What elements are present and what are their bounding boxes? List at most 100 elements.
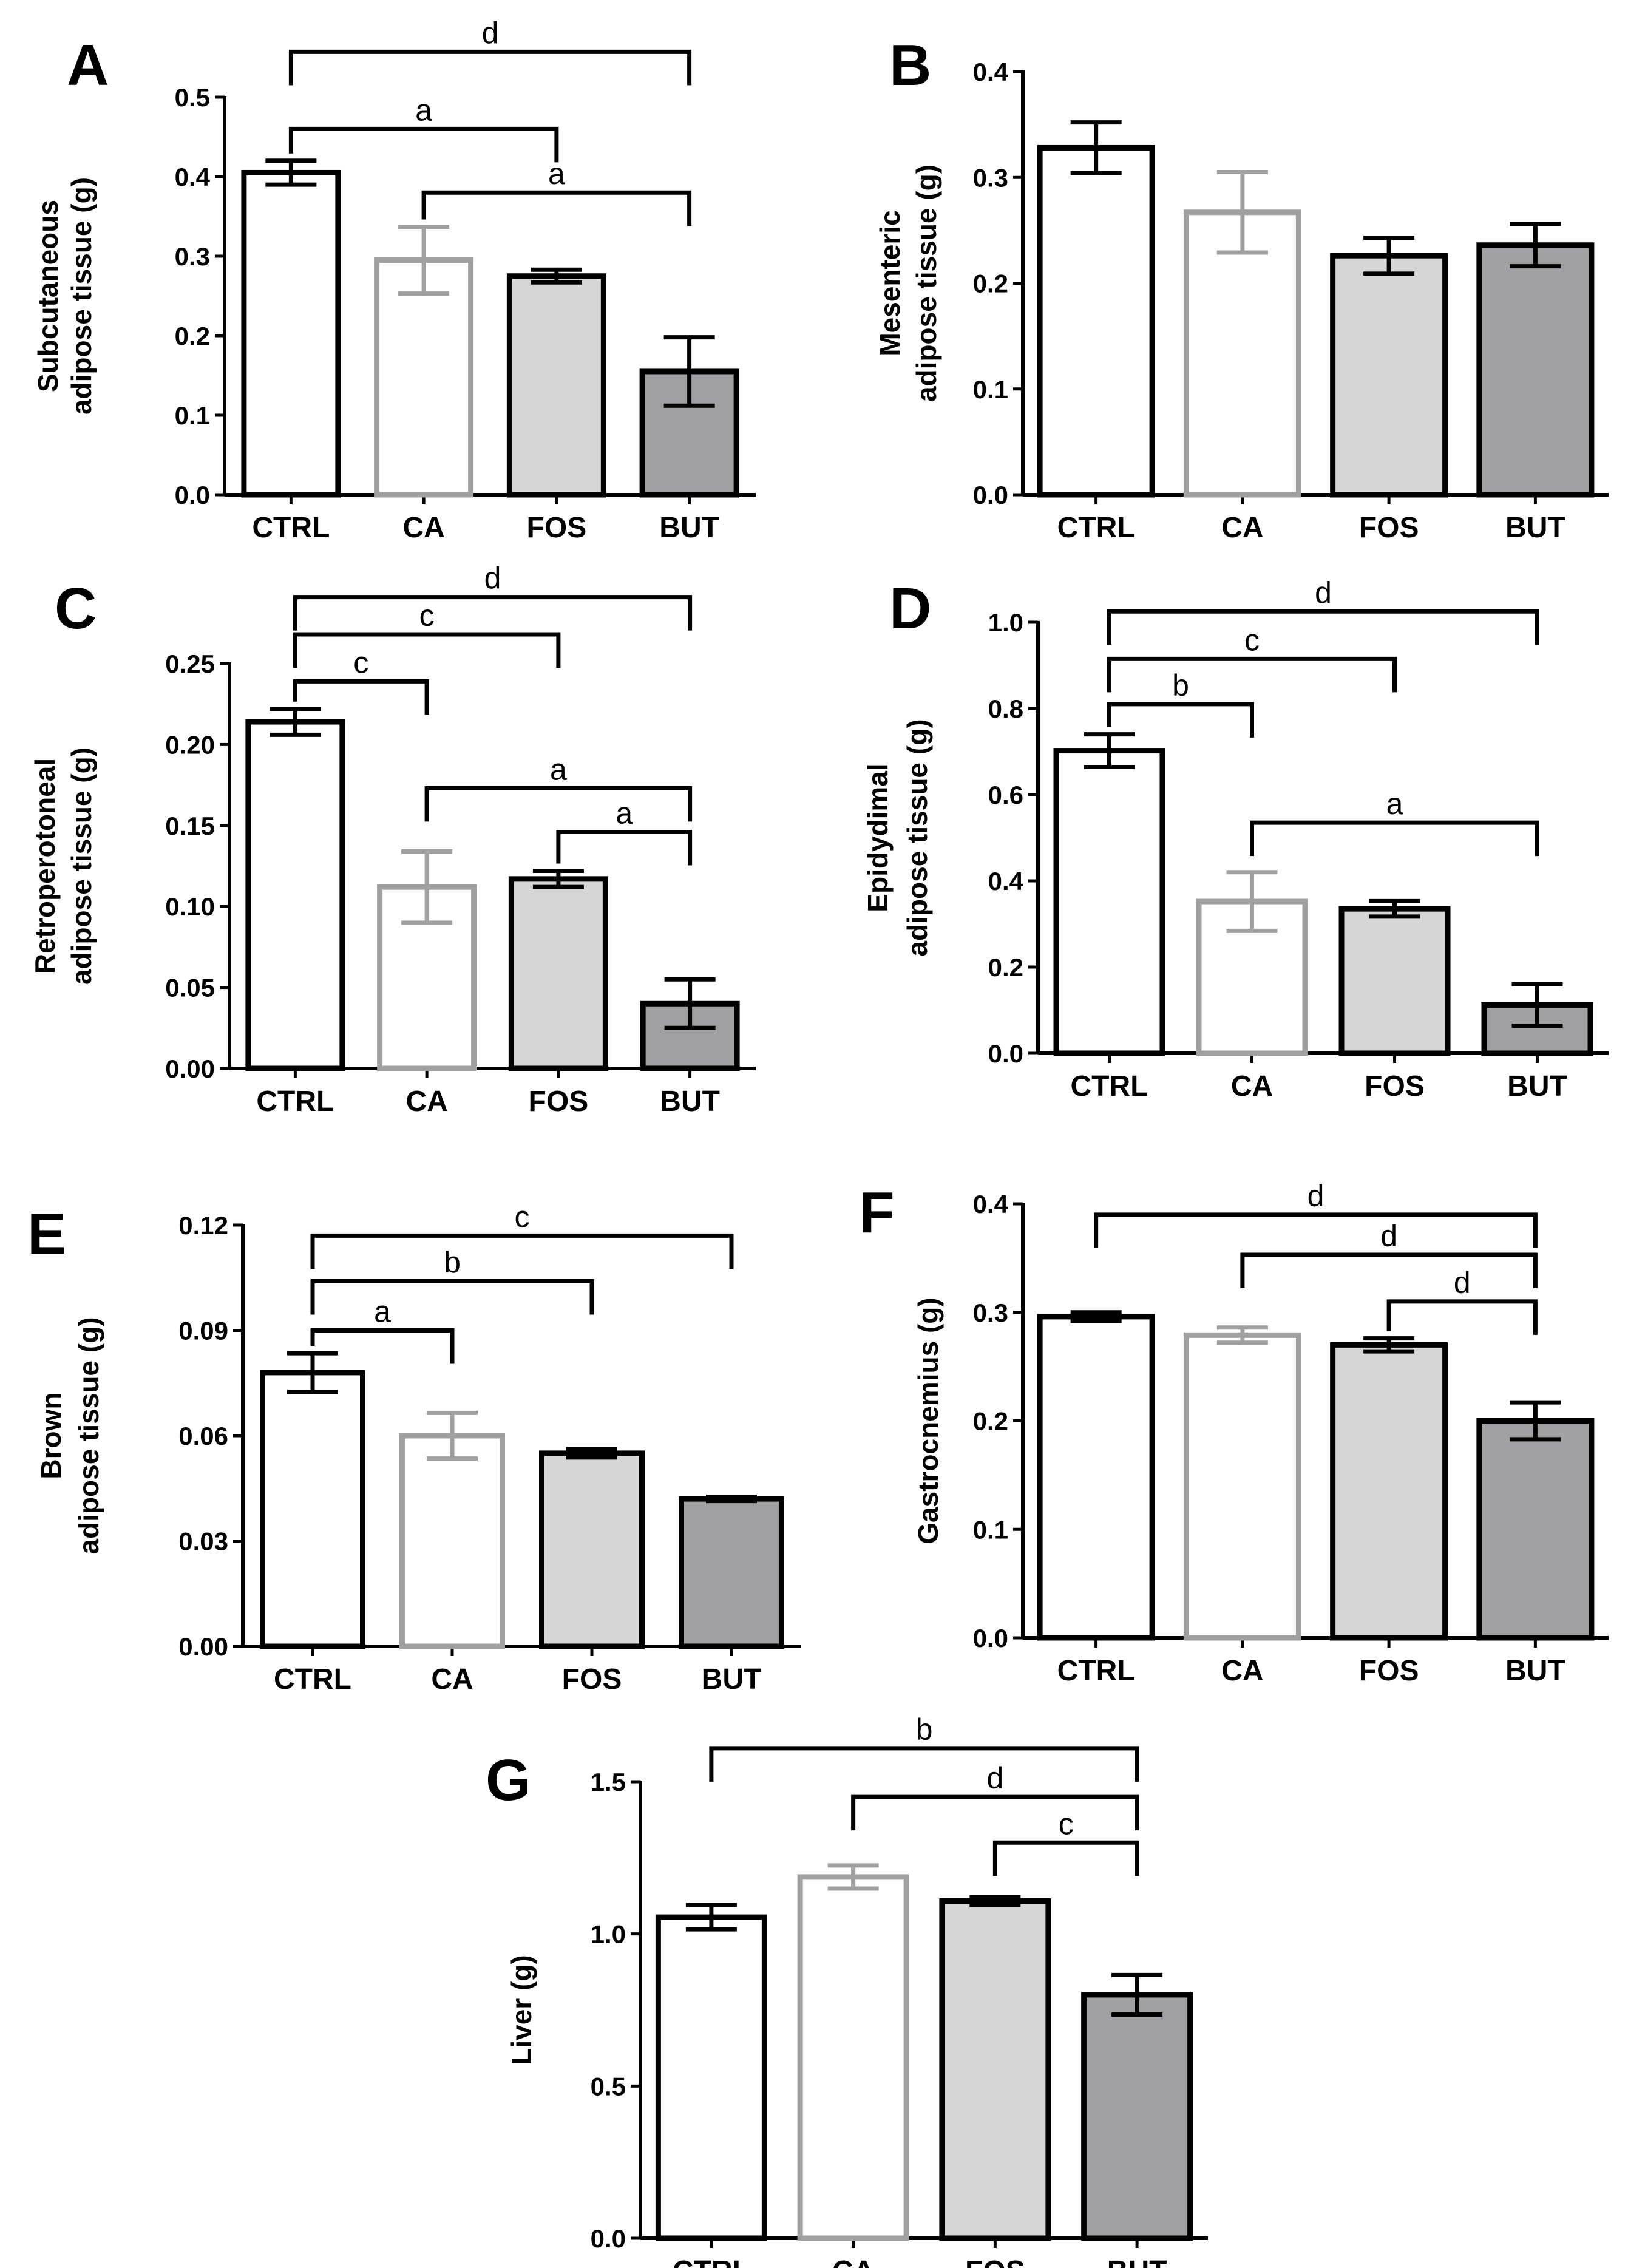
significance-bracket	[293, 595, 693, 631]
significance-label: b	[444, 1246, 461, 1280]
significance-bracket	[1386, 1299, 1538, 1335]
panel-d: D 0.0 0.2 0.4 0.6 0.8 1.0 CTRL CA FOS BUT Epidydima…	[862, 575, 1609, 1102]
y-tick-label: 0.2	[973, 1407, 1008, 1436]
significance-bracket	[310, 1328, 455, 1364]
bar-but	[1081, 1992, 1193, 2241]
significance-label: a	[1386, 787, 1403, 821]
y-tick-label: 0.12	[178, 1211, 228, 1240]
x-tick-label: CA	[402, 512, 444, 544]
significance-label: c	[1059, 1807, 1074, 1841]
significance-label: d	[1315, 575, 1332, 609]
significance-label: a	[374, 1295, 391, 1329]
y-tick-label: 0.15	[165, 812, 215, 840]
y-tick-label: 0.0	[988, 1039, 1023, 1068]
x-tick-label: BUT	[1107, 2255, 1167, 2268]
panel-g: G 0.0 0.5 1.0 1.5 CTRL CA FOS BUT Liver (g) b d c	[486, 1713, 1208, 2268]
significance-label: b	[1172, 668, 1189, 702]
bar-but	[1476, 1418, 1595, 1641]
x-tick-label: BUT	[1505, 512, 1565, 544]
significance-label: c	[419, 599, 435, 633]
y-tick-label: 0.5	[591, 2072, 626, 2100]
panel-letter: F	[859, 1180, 895, 1245]
significance-bracket	[293, 632, 561, 668]
significance-bracket	[310, 1233, 734, 1269]
y-tick-label: 0.25	[165, 650, 215, 678]
significance-label: c	[353, 645, 368, 679]
y-tick-label: 0.5	[175, 83, 210, 112]
significance-bracket	[310, 1279, 594, 1315]
y-tick-label: 0.2	[973, 270, 1008, 298]
significance-bracket	[1250, 820, 1539, 857]
bar-ctrl	[1037, 144, 1155, 498]
x-tick-label: CA	[1231, 1070, 1273, 1102]
significance-label: b	[916, 1713, 933, 1747]
y-axis-label: Subcutaneous	[32, 200, 64, 392]
panel-letter: D	[889, 576, 931, 641]
x-tick-label: FOS	[965, 2255, 1025, 2268]
y-tick-label: 0.4	[973, 58, 1009, 86]
significance-label: c	[1244, 623, 1260, 657]
significance-bracket	[1240, 1252, 1538, 1289]
y-axis-label: Mesenteric	[874, 210, 906, 356]
significance-bracket	[293, 679, 429, 715]
significance-bracket	[288, 49, 692, 86]
bar-ctrl	[260, 1370, 365, 1649]
significance-label: d	[1454, 1266, 1471, 1300]
bar-ca	[1183, 1332, 1301, 1641]
panel-letter: B	[889, 33, 931, 98]
significance-bracket	[288, 126, 559, 163]
panel-a: A 0.0 0.1 0.2 0.3 0.4 0.5 CTRL CA FOS BUT Subcutane…	[32, 16, 756, 544]
panel-e: E 0.00 0.03 0.06 0.09 0.12 CTRL CA FOS BUT Brown ad…	[27, 1200, 801, 1696]
bar-fos	[1330, 253, 1448, 498]
significance-label: a	[415, 93, 432, 127]
y-tick-label: 0.6	[988, 781, 1023, 809]
x-tick-label: CTRL	[1057, 1655, 1135, 1687]
x-tick-label: BUT	[1507, 1070, 1567, 1102]
significance-label: a	[548, 157, 565, 191]
x-tick-label: CA	[1221, 1655, 1263, 1687]
bar-ctrl	[241, 169, 341, 498]
y-axis-label: adipose tissue (g)	[66, 747, 97, 985]
y-tick-label: 0.3	[973, 163, 1008, 192]
x-tick-label: CTRL	[1071, 1070, 1148, 1102]
bar-ctrl	[1053, 748, 1165, 1056]
x-tick-label: CA	[431, 1663, 473, 1696]
panel-f: F 0.0 0.1 0.2 0.3 0.4 CTRL CA FOS BUT Gastrocnemiu…	[859, 1179, 1609, 1687]
y-tick-label: 0.00	[165, 1054, 215, 1083]
significance-label: d	[1308, 1179, 1324, 1213]
y-tick-label: 0.4	[988, 867, 1024, 895]
y-tick-label: 1.0	[591, 1920, 626, 1949]
x-tick-label: CTRL	[673, 2255, 750, 2268]
significance-bracket	[1107, 609, 1539, 645]
y-axis-label: Liver (g)	[506, 1955, 537, 2065]
y-tick-label: 0.0	[973, 1624, 1008, 1652]
x-tick-label: CA	[832, 2255, 874, 2268]
bar-but	[1476, 242, 1595, 498]
significance-bracket	[421, 190, 692, 226]
x-tick-label: FOS	[529, 1085, 589, 1118]
bar-ca	[374, 257, 474, 498]
significance-label: d	[986, 1761, 1003, 1795]
y-tick-label: 0.00	[178, 1632, 228, 1661]
x-tick-label: BUT	[659, 512, 719, 544]
y-tick-label: 0.3	[175, 242, 210, 271]
significance-label: a	[550, 752, 567, 786]
y-tick-label: 0.0	[973, 481, 1008, 509]
y-tick-label: 0.20	[165, 730, 215, 759]
y-axis-label: Epidydimal	[862, 763, 894, 912]
x-tick-label: BUT	[1505, 1655, 1565, 1687]
y-tick-label: 0.05	[165, 974, 215, 1002]
bar-fos	[508, 876, 608, 1071]
x-tick-label: FOS	[1359, 512, 1419, 544]
x-tick-label: FOS	[527, 512, 587, 544]
bar-fos	[1338, 906, 1451, 1056]
y-axis-label: Retroperotoneal	[29, 758, 61, 974]
y-tick-label: 0.09	[178, 1317, 228, 1345]
y-tick-label: 1.0	[988, 608, 1023, 637]
x-tick-label: FOS	[1359, 1655, 1419, 1687]
y-axis-label: adipose tissue (g)	[911, 165, 942, 402]
y-tick-label: 0.2	[175, 322, 210, 350]
y-axis-label: Gastrocnemius (g)	[912, 1297, 944, 1544]
panel-letter: A	[67, 33, 109, 98]
